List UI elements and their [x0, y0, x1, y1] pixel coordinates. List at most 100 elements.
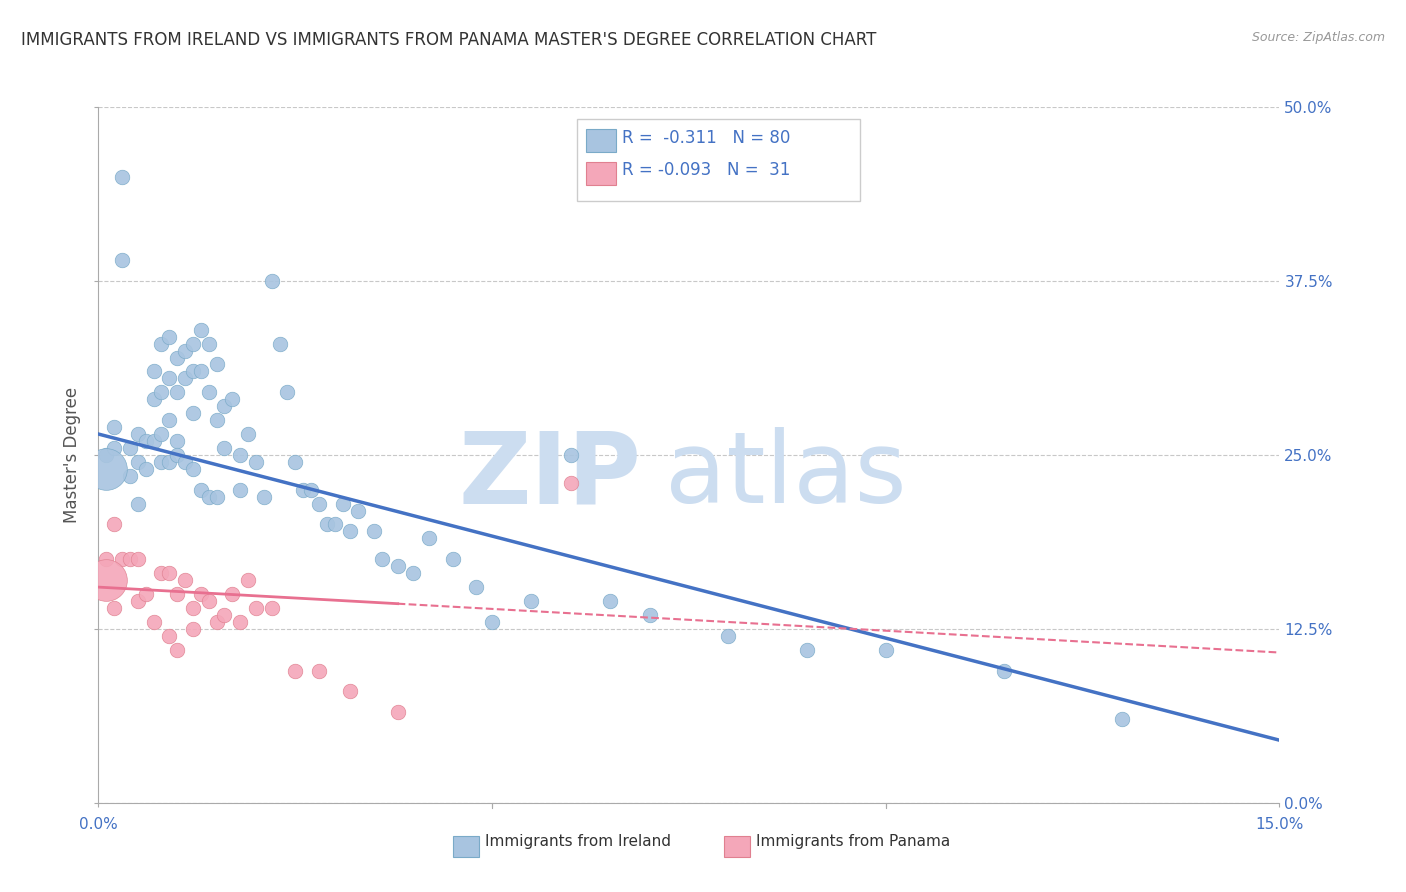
Point — [221, 587, 243, 601]
Point — [118, 468, 141, 483]
Point — [299, 483, 322, 497]
Point — [190, 364, 212, 378]
Point — [253, 490, 276, 504]
Point — [157, 566, 180, 581]
Point — [166, 587, 188, 601]
Point — [166, 351, 188, 365]
Point — [96, 462, 118, 476]
Point — [190, 587, 212, 601]
Point — [157, 329, 180, 343]
Point — [260, 274, 283, 288]
Point — [875, 642, 897, 657]
Point — [717, 629, 740, 643]
Point — [197, 385, 219, 400]
Point — [96, 448, 118, 462]
Point — [560, 448, 582, 462]
Text: IMMIGRANTS FROM IRELAND VS IMMIGRANTS FROM PANAMA MASTER'S DEGREE CORRELATION CH: IMMIGRANTS FROM IRELAND VS IMMIGRANTS FR… — [21, 31, 876, 49]
Point — [993, 664, 1015, 678]
Point — [111, 552, 134, 566]
Point — [245, 601, 267, 615]
Point — [190, 323, 212, 337]
Point — [236, 573, 259, 587]
Point — [118, 552, 141, 566]
Point — [269, 336, 291, 351]
Point — [402, 566, 425, 581]
Point — [96, 552, 118, 566]
Point — [315, 517, 337, 532]
Point — [229, 483, 252, 497]
Point — [166, 448, 188, 462]
Point — [245, 455, 267, 469]
Point — [229, 615, 252, 629]
Point — [481, 615, 503, 629]
Text: 15.0%: 15.0% — [1256, 817, 1303, 831]
Point — [142, 434, 165, 448]
Point — [465, 580, 488, 594]
Point — [142, 615, 165, 629]
Point — [103, 441, 125, 455]
Point — [181, 601, 204, 615]
Point — [418, 532, 440, 546]
Point — [214, 399, 236, 413]
Point — [197, 336, 219, 351]
Point — [166, 642, 188, 657]
Point — [174, 455, 197, 469]
Point — [205, 490, 228, 504]
Point — [127, 427, 149, 442]
Point — [135, 462, 157, 476]
Point — [387, 706, 409, 720]
Point — [174, 573, 197, 587]
Text: ZIP: ZIP — [458, 427, 641, 524]
Point — [347, 503, 370, 517]
Point — [142, 392, 165, 407]
Text: Source: ZipAtlas.com: Source: ZipAtlas.com — [1251, 31, 1385, 45]
Point — [135, 434, 157, 448]
Point — [1111, 712, 1133, 726]
Point — [157, 455, 180, 469]
Point — [150, 455, 173, 469]
Text: R = -0.093   N =  31: R = -0.093 N = 31 — [621, 161, 790, 178]
Point — [197, 594, 219, 608]
Point — [181, 622, 204, 636]
Point — [599, 594, 621, 608]
FancyBboxPatch shape — [586, 162, 616, 185]
Point — [221, 392, 243, 407]
Point — [190, 483, 212, 497]
Point — [157, 371, 180, 385]
Point — [166, 385, 188, 400]
Point — [118, 441, 141, 455]
Point — [150, 336, 173, 351]
Point — [387, 559, 409, 574]
Point — [103, 601, 125, 615]
Point — [339, 684, 361, 698]
Point — [308, 497, 330, 511]
Point — [111, 169, 134, 184]
Point — [96, 573, 118, 587]
Point — [181, 406, 204, 420]
Point — [205, 413, 228, 427]
Point — [150, 566, 173, 581]
Text: Immigrants from Ireland: Immigrants from Ireland — [485, 833, 671, 848]
Point — [339, 524, 361, 539]
FancyBboxPatch shape — [586, 129, 616, 153]
Point — [157, 413, 180, 427]
Point — [166, 434, 188, 448]
Point — [236, 427, 259, 442]
Point — [127, 497, 149, 511]
Point — [205, 615, 228, 629]
Point — [103, 517, 125, 532]
Point — [363, 524, 385, 539]
Point — [174, 371, 197, 385]
Point — [142, 364, 165, 378]
Point — [323, 517, 346, 532]
Point — [214, 607, 236, 622]
Text: R =  -0.311   N = 80: R = -0.311 N = 80 — [621, 128, 790, 146]
Point — [260, 601, 283, 615]
FancyBboxPatch shape — [453, 836, 478, 857]
Point — [197, 490, 219, 504]
Point — [181, 336, 204, 351]
FancyBboxPatch shape — [724, 836, 751, 857]
Text: atlas: atlas — [665, 427, 907, 524]
Point — [371, 552, 394, 566]
Point — [103, 420, 125, 434]
